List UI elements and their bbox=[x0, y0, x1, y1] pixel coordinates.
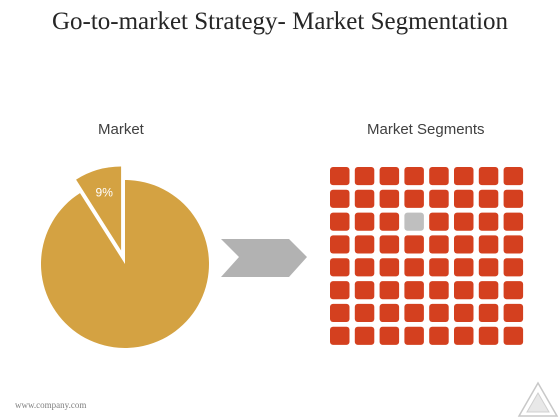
segment-cell bbox=[379, 326, 400, 345]
segment-cell bbox=[429, 167, 449, 186]
segment-cell bbox=[379, 303, 400, 323]
segment-cell bbox=[503, 235, 524, 254]
segment-cell bbox=[454, 235, 474, 254]
segment-cell bbox=[503, 258, 524, 277]
segment-cell bbox=[404, 189, 424, 208]
segment-cell bbox=[454, 189, 474, 208]
segment-cell bbox=[429, 281, 449, 300]
market-label: Market bbox=[98, 121, 144, 138]
segment-cell bbox=[478, 281, 499, 300]
segment-cell bbox=[379, 212, 400, 231]
segment-cell bbox=[330, 189, 350, 208]
segment-cell bbox=[454, 167, 474, 186]
segment-cell bbox=[354, 258, 375, 277]
segment-cell bbox=[404, 303, 424, 323]
segment-cell bbox=[379, 235, 400, 254]
segment-cell bbox=[330, 258, 350, 277]
segment-cell bbox=[429, 189, 449, 208]
segment-cell bbox=[354, 303, 375, 323]
segment-cell bbox=[379, 189, 400, 208]
segment-cell bbox=[404, 326, 424, 345]
segment-cell bbox=[478, 326, 499, 345]
segment-cell bbox=[429, 303, 449, 323]
pie-share-label: 9% bbox=[96, 185, 114, 199]
segment-cell bbox=[478, 212, 499, 231]
segment-cell-highlighted bbox=[404, 212, 424, 231]
segment-cell bbox=[379, 281, 400, 300]
segment-cell bbox=[503, 326, 524, 345]
right-arrow-icon bbox=[221, 239, 307, 277]
segment-cell bbox=[478, 303, 499, 323]
segment-cell bbox=[429, 235, 449, 254]
segment-cell bbox=[454, 258, 474, 277]
segment-cell bbox=[503, 281, 524, 300]
segment-cell bbox=[354, 167, 375, 186]
segment-cell bbox=[429, 326, 449, 345]
segment-cell bbox=[330, 326, 350, 345]
segment-cell bbox=[379, 258, 400, 277]
pie-share-slice bbox=[76, 166, 122, 251]
segment-cell bbox=[454, 281, 474, 300]
segment-cell bbox=[503, 189, 524, 208]
segment-cell bbox=[429, 212, 449, 231]
segment-cell bbox=[354, 281, 375, 300]
segment-cell bbox=[354, 326, 375, 345]
segment-cell bbox=[354, 189, 375, 208]
segment-cell bbox=[478, 167, 499, 186]
segment-cell bbox=[503, 212, 524, 231]
slide-title: Go-to-market Strategy- Market Segmentati… bbox=[51, 8, 509, 35]
segment-cell bbox=[330, 303, 350, 323]
segment-cell bbox=[478, 235, 499, 254]
segment-cell bbox=[454, 212, 474, 231]
market-segments-label: Market Segments bbox=[367, 121, 485, 138]
segment-cell bbox=[404, 258, 424, 277]
segment-cell bbox=[478, 258, 499, 277]
segment-cell bbox=[379, 167, 400, 186]
segment-cell bbox=[454, 326, 474, 345]
segment-cell bbox=[404, 281, 424, 300]
segment-cell bbox=[478, 189, 499, 208]
corner-triangle-icon bbox=[517, 381, 559, 417]
segments-grid bbox=[330, 167, 524, 345]
pie-remaining-slice bbox=[41, 179, 210, 349]
segment-cell bbox=[503, 303, 524, 323]
market-pie: 9% bbox=[41, 166, 210, 349]
segment-cell bbox=[503, 167, 524, 186]
segment-cell bbox=[354, 235, 375, 254]
segment-cell bbox=[429, 258, 449, 277]
footer-url: www.company.com bbox=[15, 400, 87, 410]
segment-cell bbox=[330, 167, 350, 186]
segment-cell bbox=[330, 212, 350, 231]
segment-cell bbox=[330, 235, 350, 254]
segment-cell bbox=[330, 281, 350, 300]
segment-cell bbox=[354, 212, 375, 231]
segment-cell bbox=[404, 235, 424, 254]
segment-cell bbox=[404, 167, 424, 186]
segment-cell bbox=[454, 303, 474, 323]
